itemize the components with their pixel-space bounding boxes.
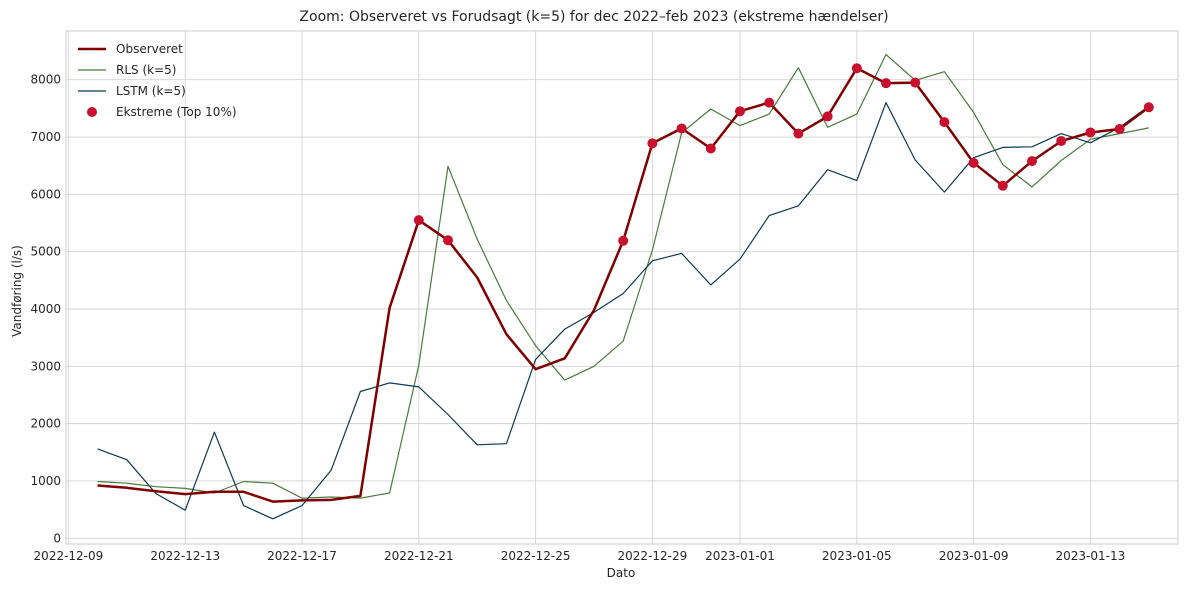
extreme-point <box>705 143 716 154</box>
plot-area <box>66 31 1178 544</box>
x-axis-ticks: 2022-12-09 2022-12-13 2022-12-17 2022-12-21… <box>34 549 1126 563</box>
y-tick-label: 5000 <box>30 245 61 259</box>
extreme-point <box>413 215 424 226</box>
grid <box>66 31 1178 544</box>
chart-title: Zoom: Observeret vs Forudsagt (k=5) for … <box>299 9 888 25</box>
extreme-point <box>764 97 775 108</box>
extreme-point <box>735 106 746 117</box>
x-tick-label: 2023-01-09 <box>939 549 1009 563</box>
extreme-point <box>1056 136 1067 147</box>
extreme-point <box>881 78 892 89</box>
extreme-point <box>968 157 979 168</box>
y-tick-label: 3000 <box>30 359 61 373</box>
extreme-point <box>1114 124 1125 135</box>
extreme-point <box>647 138 658 149</box>
legend-marker <box>87 107 97 117</box>
extreme-point <box>793 128 804 139</box>
extreme-markers <box>413 63 1154 246</box>
legend-label: Ekstreme (Top 10%) <box>116 105 237 119</box>
x-tick-label: 2022-12-17 <box>267 549 337 563</box>
series-line-lstm-k-5 <box>97 101 1150 520</box>
y-tick-label: 1000 <box>30 474 61 488</box>
extreme-point <box>1143 102 1154 113</box>
x-tick-label: 2022-12-13 <box>150 549 220 563</box>
y-tick-label: 8000 <box>30 73 61 87</box>
x-axis-label: Dato <box>607 566 636 580</box>
extreme-point <box>1027 156 1038 167</box>
extreme-point <box>1085 127 1096 138</box>
extreme-point <box>997 180 1008 191</box>
x-tick-label: 2022-12-29 <box>618 549 688 563</box>
extreme-point <box>851 63 862 74</box>
legend-label: LSTM (k=5) <box>116 84 186 98</box>
x-tick-label: 2022-12-21 <box>384 549 454 563</box>
y-axis-ticks: 0 1000 2000 3000 4000 5000 6000 7000 8000 <box>30 73 61 546</box>
plot-frame <box>65 30 1179 545</box>
legend: Observeret RLS (k=5) LSTM (k=5) Ekstreme (T… <box>78 42 237 119</box>
y-tick-label: 4000 <box>30 302 61 316</box>
x-tick-label: 2022-12-25 <box>501 549 571 563</box>
plot-background <box>66 31 1178 544</box>
x-tick-label: 2022-12-09 <box>34 549 104 563</box>
series-line-rls-k-5 <box>97 53 1149 499</box>
x-tick-label: 2023-01-05 <box>822 549 892 563</box>
extreme-point <box>618 235 629 246</box>
legend-label: RLS (k=5) <box>116 63 176 77</box>
extreme-point <box>910 77 921 88</box>
x-tick-label: 2023-01-13 <box>1056 549 1126 563</box>
plot-border <box>65 30 1179 545</box>
legend-label: Observeret <box>116 42 183 56</box>
extreme-point <box>939 117 950 128</box>
y-tick-label: 0 <box>53 531 61 545</box>
x-tick-label: 2023-01-01 <box>705 549 775 563</box>
y-axis-label: Vandføring (l/s) <box>10 245 24 337</box>
y-tick-label: 2000 <box>30 417 61 431</box>
extreme-point <box>822 111 833 122</box>
y-tick-label: 7000 <box>30 130 61 144</box>
extreme-point <box>676 123 687 134</box>
y-tick-label: 6000 <box>30 187 61 201</box>
extreme-point <box>443 235 454 246</box>
